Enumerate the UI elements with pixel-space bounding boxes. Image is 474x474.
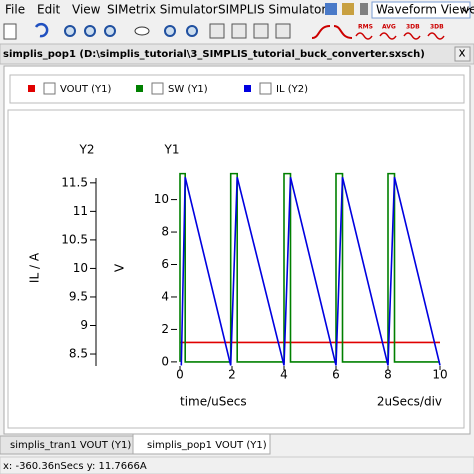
tab-label[interactable]: simplis_pop1 VOUT (Y1) [147, 440, 267, 451]
y1-tick-label: 2 [161, 322, 169, 336]
y1-title: Y1 [164, 143, 180, 157]
legend-checkbox[interactable] [151, 82, 164, 95]
zoom-icon[interactable] [186, 25, 198, 37]
zoom-icon[interactable] [84, 25, 96, 37]
toolbar-icons [3, 22, 445, 40]
y2-tick-label: 9 [80, 318, 88, 332]
status-bar [0, 456, 474, 474]
y2-tick-label: 11.5 [61, 175, 88, 189]
zoom-icon[interactable] [164, 25, 176, 37]
wave-icon[interactable] [427, 32, 445, 40]
legend-label: VOUT (Y1) [60, 84, 112, 95]
y1-tick-label: 0 [161, 354, 169, 368]
y2-tick-label: 11 [73, 204, 88, 218]
y1-tick-label: 8 [161, 225, 169, 239]
window-title-bar [0, 43, 474, 65]
menu-simplis[interactable]: SIMPLIS Simulator [218, 3, 326, 17]
menu-file[interactable]: File [5, 3, 25, 17]
tab-label[interactable]: simplis_tran1 VOUT (Y1) [10, 440, 131, 451]
legend-label: IL (Y2) [276, 84, 308, 95]
y2-tick-label: 9.5 [69, 289, 88, 303]
zoom-icon[interactable] [64, 25, 76, 37]
y1-tick-label: 10 [154, 192, 169, 206]
new-icon[interactable] [3, 23, 17, 40]
wave-icon[interactable] [379, 32, 397, 40]
toolbar-label: 3DB [406, 24, 420, 31]
legend-checkbox[interactable] [259, 82, 272, 95]
legend-box [9, 74, 465, 104]
series-line [180, 176, 441, 366]
tool-icon[interactable] [209, 23, 225, 39]
legend-label: SW (Y1) [168, 84, 208, 95]
legend-swatch [244, 85, 251, 92]
legend-swatch [136, 85, 143, 92]
close-button[interactable]: x [458, 46, 465, 60]
toolbar-label: AVG [382, 24, 396, 31]
y1-label: V [113, 263, 127, 272]
x-tick-label: 2 [228, 368, 236, 382]
view-selector[interactable] [371, 1, 471, 19]
eye-icon[interactable] [134, 26, 150, 36]
tool-icon[interactable] [253, 23, 269, 39]
toolbar-icon[interactable] [342, 3, 354, 15]
y2-label: IL / A [28, 252, 42, 283]
y2-tick-label: 8.5 [69, 347, 88, 361]
toolbar-label: 3DB [430, 24, 444, 31]
tool-icon[interactable] [275, 23, 291, 39]
x-tick-label: 10 [432, 368, 447, 382]
x-scale-note: 2uSecs/div [377, 395, 442, 409]
tab-active[interactable] [132, 433, 271, 455]
menu-edit[interactable]: Edit [37, 3, 61, 17]
y1-tick-label: 6 [161, 257, 169, 271]
undo-icon[interactable] [34, 22, 49, 38]
x-tick-label: 6 [332, 368, 340, 382]
fall-icon[interactable] [333, 25, 353, 39]
dropdown-arrow [461, 7, 471, 13]
y2-tick-label: 10 [73, 261, 88, 275]
y2-title: Y2 [79, 143, 95, 157]
wave-icon[interactable] [403, 32, 421, 40]
menu-bar [0, 0, 474, 19]
wave-icon[interactable] [355, 32, 373, 40]
x-tick-label: 8 [384, 368, 392, 382]
toolbar-icon[interactable] [360, 3, 368, 15]
x-label: time/uSecs [180, 395, 247, 409]
x-tick-label: 0 [176, 368, 184, 382]
status-text: x: -360.36nSecs y: 11.7666A [3, 461, 147, 472]
menu-view[interactable]: View [72, 3, 101, 17]
rise-icon[interactable] [311, 25, 331, 39]
toolbar-icon[interactable] [325, 3, 337, 15]
zoom-icon[interactable] [104, 25, 116, 37]
tool-icon[interactable] [231, 23, 247, 39]
menu-simetrix[interactable]: SIMetrix Simulator [107, 3, 218, 17]
view-selector-text: Waveform Viewer [376, 3, 474, 17]
series-line [179, 172, 440, 363]
toolbar-label: RMS [358, 24, 373, 31]
x-tick-label: 4 [280, 368, 288, 382]
chart: VOUT (Y1) SW (Y1) IL (Y2) Y2 Y1 IL / A Vtime/u… [28, 82, 448, 409]
legend-swatch [28, 85, 35, 92]
close-box[interactable] [454, 46, 471, 62]
y2-tick-label: 10.5 [61, 232, 88, 246]
legend-checkbox[interactable] [43, 82, 56, 95]
window-title: simplis_pop1 (D:\simplis_tutorial\3_SIMP… [3, 49, 425, 60]
y1-tick-label: 4 [161, 289, 169, 303]
